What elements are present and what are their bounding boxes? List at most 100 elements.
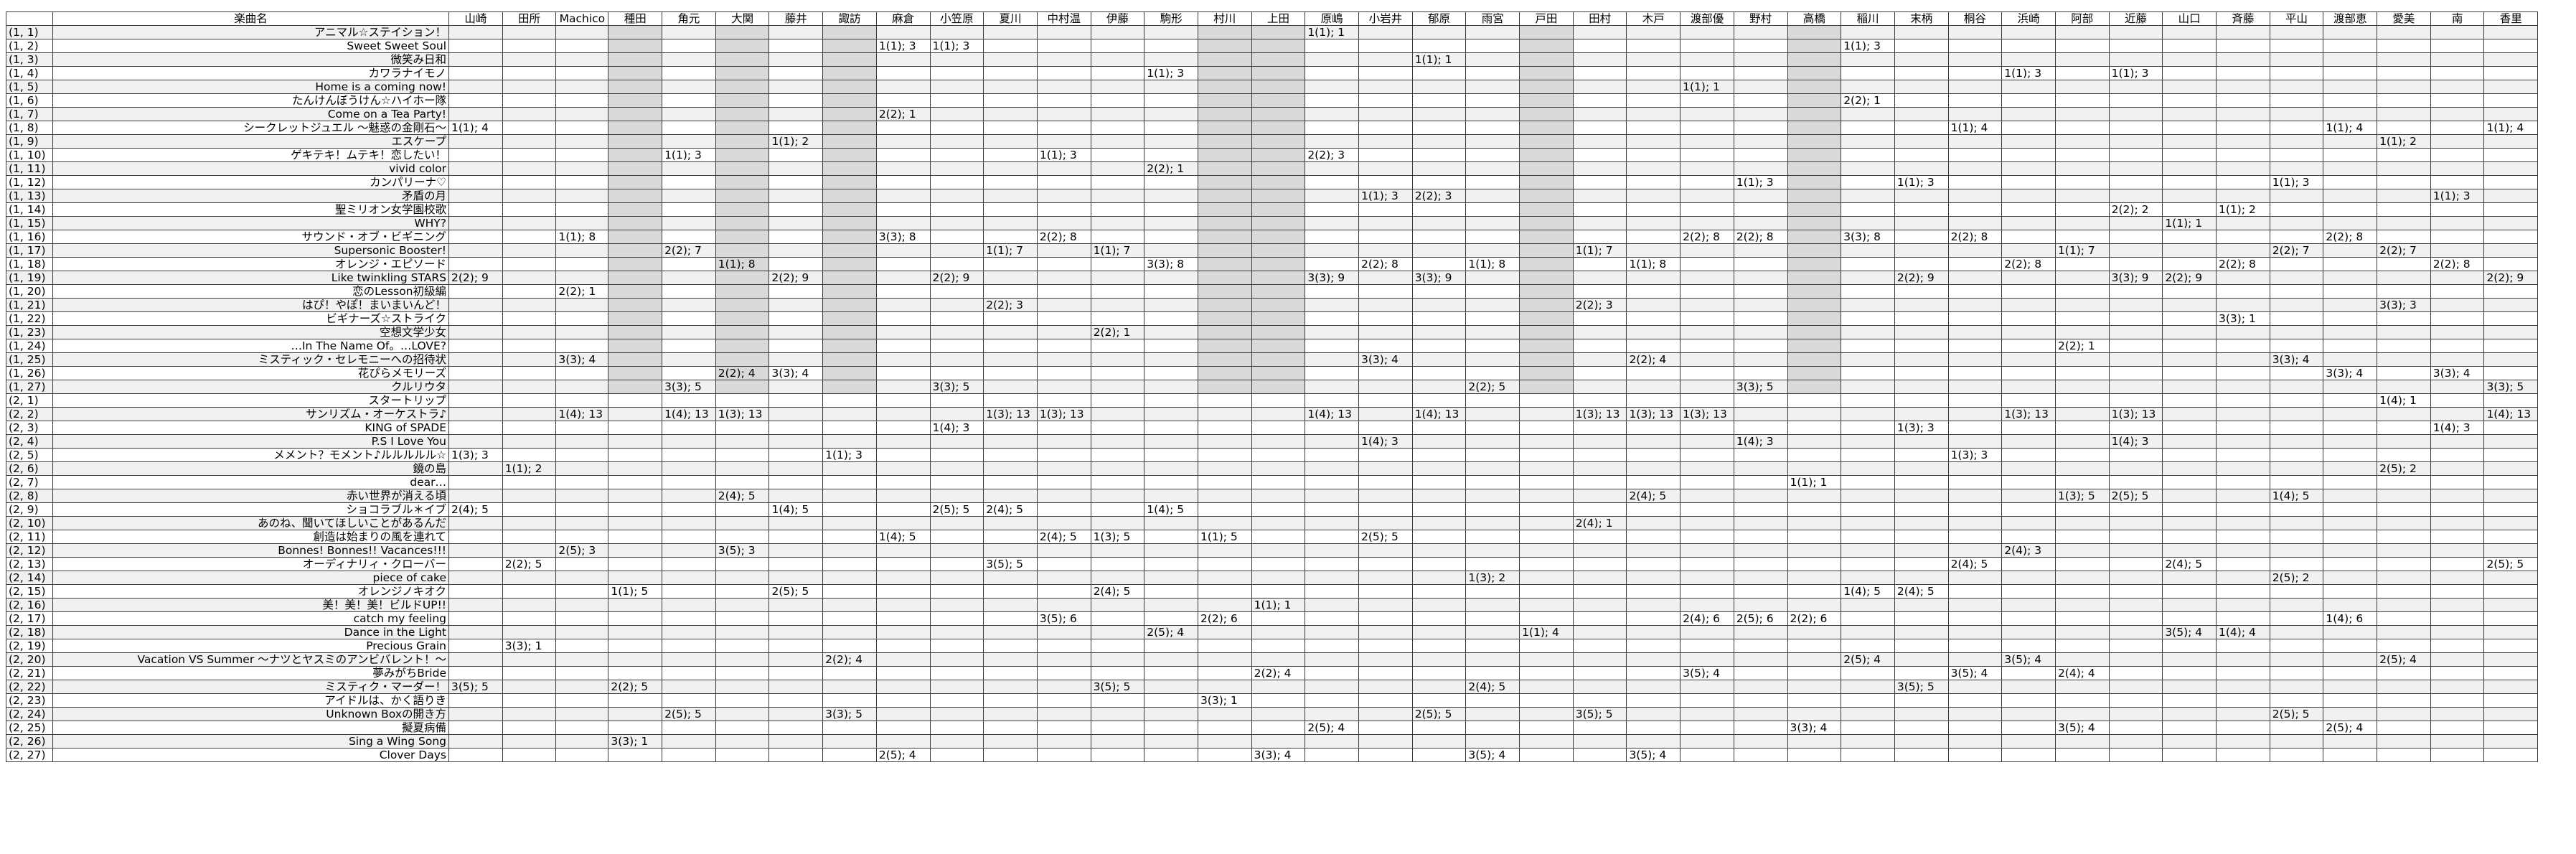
member-cell[interactable] xyxy=(1036,66,1091,80)
member-cell[interactable] xyxy=(1626,421,1681,435)
member-cell[interactable] xyxy=(2323,311,2378,326)
member-cell[interactable] xyxy=(1358,39,1413,53)
member-cell[interactable] xyxy=(2323,421,2378,435)
member-cell[interactable] xyxy=(2483,339,2539,353)
member-cell[interactable] xyxy=(1144,639,1198,653)
member-cell[interactable] xyxy=(1680,680,1734,694)
member-cell[interactable] xyxy=(983,93,1038,108)
member-cell[interactable]: 3(5); 4 xyxy=(1680,666,1734,680)
member-cell[interactable] xyxy=(1841,421,1895,435)
member-cell[interactable] xyxy=(1894,693,1949,708)
member-cell[interactable] xyxy=(1733,121,1788,135)
member-cell[interactable] xyxy=(2483,216,2539,230)
member-cell[interactable] xyxy=(2162,407,2217,421)
member-cell[interactable] xyxy=(1465,298,1520,312)
member-cell[interactable] xyxy=(2269,52,2324,67)
member-cell[interactable] xyxy=(1090,230,1145,244)
member-cell[interactable] xyxy=(1733,707,1788,721)
member-cell[interactable] xyxy=(1465,25,1520,39)
member-cell[interactable] xyxy=(1144,39,1198,53)
member-cell[interactable] xyxy=(1144,80,1198,94)
member-cell[interactable] xyxy=(2269,39,2324,53)
member-cell[interactable] xyxy=(2108,161,2163,176)
member-cell[interactable] xyxy=(2108,516,2163,530)
member-cell[interactable] xyxy=(502,93,557,108)
member-cell[interactable] xyxy=(1894,380,1949,394)
member-cell[interactable] xyxy=(2269,448,2324,462)
member-cell[interactable] xyxy=(1519,448,1574,462)
member-cell[interactable] xyxy=(608,666,663,680)
member-cell[interactable]: 3(3); 4 xyxy=(1358,352,1413,367)
member-cell[interactable]: 1(1); 8 xyxy=(1626,257,1681,271)
member-cell[interactable] xyxy=(662,271,716,285)
member-cell[interactable] xyxy=(502,407,557,421)
member-cell[interactable]: 1(4); 5 xyxy=(875,530,931,544)
member-cell[interactable] xyxy=(2483,189,2539,203)
member-cell[interactable]: 1(3); 13 xyxy=(715,407,770,421)
member-cell[interactable] xyxy=(2108,243,2163,258)
member-cell[interactable] xyxy=(2377,175,2431,189)
member-cell[interactable] xyxy=(1733,666,1788,680)
member-cell[interactable] xyxy=(448,625,503,639)
row-key-cell[interactable]: (1, 11) xyxy=(6,161,53,176)
member-cell[interactable] xyxy=(715,175,770,189)
member-cell[interactable] xyxy=(2054,284,2110,299)
member-cell[interactable] xyxy=(1626,175,1681,189)
member-cell[interactable] xyxy=(448,366,503,380)
member-cell[interactable] xyxy=(768,666,824,680)
member-cell[interactable]: 1(3); 13 xyxy=(1036,407,1091,421)
member-cell[interactable] xyxy=(1841,284,1895,299)
member-cell[interactable] xyxy=(1787,107,1842,121)
member-cell[interactable] xyxy=(1680,530,1734,544)
member-cell[interactable] xyxy=(1519,216,1574,230)
member-cell[interactable] xyxy=(1411,107,1467,121)
member-cell[interactable] xyxy=(1787,652,1842,667)
member-cell[interactable] xyxy=(608,461,663,476)
member-cell[interactable] xyxy=(1626,393,1681,408)
member-cell[interactable] xyxy=(1519,66,1574,80)
member-cell[interactable]: 1(1); 3 xyxy=(929,39,984,53)
member-cell[interactable] xyxy=(1572,734,1627,749)
member-cell[interactable] xyxy=(2430,434,2485,449)
member-cell[interactable] xyxy=(1251,80,1306,94)
member-cell[interactable]: 1(3); 5 xyxy=(1090,530,1145,544)
member-cell[interactable] xyxy=(1197,557,1252,571)
member-cell[interactable]: 1(1); 1 xyxy=(1411,52,1467,67)
member-cell[interactable] xyxy=(1680,243,1734,258)
member-cell[interactable] xyxy=(715,80,770,94)
member-cell[interactable]: 3(3); 3 xyxy=(2377,298,2431,312)
member-cell[interactable] xyxy=(502,298,557,312)
member-cell[interactable] xyxy=(929,298,984,312)
member-cell[interactable] xyxy=(1787,571,1842,585)
member-cell[interactable] xyxy=(1680,216,1734,230)
member-cell[interactable] xyxy=(1036,557,1091,571)
member-cell[interactable] xyxy=(1411,339,1467,353)
member-cell[interactable] xyxy=(555,393,609,408)
member-cell[interactable] xyxy=(1251,257,1306,271)
member-cell[interactable] xyxy=(1894,298,1949,312)
member-cell[interactable] xyxy=(1894,748,1949,762)
member-cell[interactable] xyxy=(1411,161,1467,176)
member-cell[interactable] xyxy=(2216,502,2270,517)
member-cell[interactable] xyxy=(2269,380,2324,394)
member-cell[interactable] xyxy=(715,339,770,353)
member-cell[interactable] xyxy=(2483,175,2539,189)
member-cell[interactable]: 1(1); 3 xyxy=(2108,66,2163,80)
member-cell[interactable] xyxy=(2054,189,2110,203)
member-cell[interactable] xyxy=(1036,748,1091,762)
member-cell[interactable] xyxy=(1251,571,1306,585)
member-cell[interactable] xyxy=(1358,543,1413,558)
member-cell[interactable] xyxy=(1572,52,1627,67)
member-cell[interactable] xyxy=(875,352,931,367)
member-cell[interactable] xyxy=(1305,475,1359,489)
member-cell[interactable] xyxy=(2001,516,2056,530)
member-cell[interactable] xyxy=(2269,461,2324,476)
member-cell[interactable] xyxy=(875,175,931,189)
member-cell[interactable] xyxy=(2001,680,2056,694)
member-cell[interactable] xyxy=(2216,121,2270,135)
member-cell[interactable] xyxy=(448,557,503,571)
member-cell[interactable] xyxy=(929,530,984,544)
row-key-cell[interactable]: (1, 5) xyxy=(6,80,53,94)
member-cell[interactable] xyxy=(1894,189,1949,203)
member-cell[interactable] xyxy=(1572,107,1627,121)
